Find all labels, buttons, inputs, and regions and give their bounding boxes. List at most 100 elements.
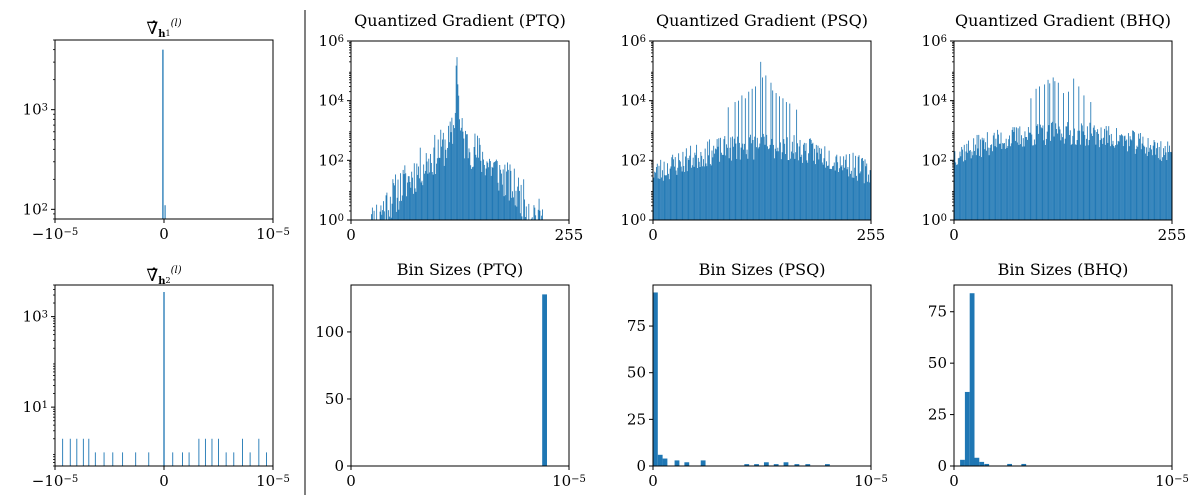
bar (399, 201, 401, 220)
bar (736, 158, 738, 220)
bar (1113, 146, 1115, 220)
bar (122, 452, 124, 466)
bar (82, 438, 84, 466)
bar (448, 142, 450, 220)
bar (701, 155, 703, 220)
bar (820, 153, 821, 220)
bar (686, 171, 688, 220)
bar (135, 452, 137, 466)
bar (967, 152, 969, 220)
bar (1127, 151, 1128, 220)
bar (968, 140, 969, 220)
bar (1058, 126, 1060, 220)
bar (204, 438, 206, 466)
bar (1049, 83, 1051, 221)
bar (725, 155, 727, 220)
bar (432, 174, 434, 220)
bar (198, 438, 200, 466)
bar (436, 163, 437, 220)
bars (953, 77, 1173, 221)
bar (475, 154, 477, 220)
bar (811, 143, 813, 220)
bar (1084, 135, 1086, 220)
bar (661, 170, 663, 220)
bar (979, 155, 981, 220)
bar (764, 144, 766, 220)
bar (754, 464, 759, 466)
bar (1007, 463, 1012, 466)
y-tick-label: 104 (621, 92, 646, 110)
bar (1079, 130, 1081, 220)
bar (1097, 129, 1099, 220)
bar (465, 130, 466, 220)
bar (693, 166, 695, 220)
bar (966, 143, 968, 220)
bar (984, 149, 986, 220)
bar (495, 159, 497, 220)
bar (1145, 147, 1147, 220)
bar (472, 166, 474, 220)
y-tick-label: 104 (319, 92, 344, 110)
bar (391, 203, 393, 220)
y-tick-label: 100 (319, 211, 344, 229)
bar (1107, 142, 1109, 220)
bar (1133, 130, 1134, 220)
bar (727, 107, 729, 220)
bar (819, 147, 821, 220)
bar (684, 171, 686, 220)
bar (1092, 135, 1093, 220)
bar (1035, 88, 1037, 220)
bar (521, 216, 523, 220)
bar (1133, 132, 1135, 220)
bar (510, 170, 512, 220)
bar (710, 165, 712, 220)
bar (974, 457, 980, 466)
bar (844, 167, 845, 220)
bar (1137, 147, 1139, 220)
bar (1053, 136, 1055, 220)
bar (851, 177, 853, 220)
bar (483, 159, 484, 220)
bar (814, 148, 815, 220)
bar (454, 128, 455, 220)
bar (1018, 144, 1020, 220)
bar (511, 197, 513, 220)
bar (846, 169, 848, 220)
bar (961, 146, 963, 220)
bar (249, 452, 251, 466)
bar (767, 146, 768, 220)
bar (443, 165, 445, 220)
bar (473, 147, 475, 220)
bar (1123, 136, 1125, 220)
bar (815, 164, 816, 220)
bar (218, 438, 219, 466)
bar (535, 215, 537, 220)
x-tick-label: 0 (949, 472, 959, 490)
bar (709, 139, 710, 220)
bar (717, 146, 719, 220)
bar (735, 143, 737, 220)
bar (852, 152, 854, 220)
bar (797, 160, 799, 220)
bar (742, 143, 744, 220)
bar (960, 459, 965, 466)
bar (1015, 140, 1016, 220)
bar (433, 147, 435, 220)
bar (501, 184, 503, 220)
bars (960, 293, 1027, 466)
bar (955, 162, 957, 220)
bar (795, 152, 797, 220)
bar (974, 144, 976, 220)
bar (446, 158, 448, 220)
bar (1036, 125, 1038, 220)
bar (459, 119, 460, 220)
bar (499, 165, 501, 220)
bar (853, 177, 855, 220)
bar (772, 90, 774, 220)
bar (258, 438, 260, 466)
panel-grad-h2: −10−5 0 10−5 101 103 ∇̂h2(l) (23, 265, 290, 491)
bar (1040, 127, 1042, 220)
bar (783, 462, 789, 466)
bar (398, 209, 400, 220)
bar (1010, 146, 1011, 220)
